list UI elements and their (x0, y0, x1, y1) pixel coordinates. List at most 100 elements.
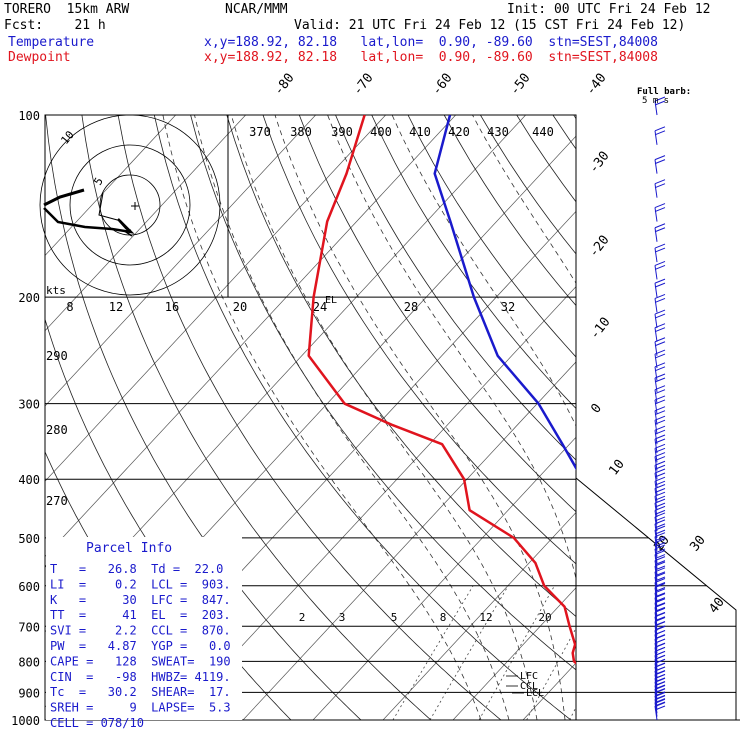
mixing-ratio-line (478, 585, 555, 720)
mixing-ratio-label: 8 (440, 611, 447, 624)
isotherm (45, 115, 176, 256)
legend-temperature: Temperature (8, 35, 95, 50)
wind-barb-flag (654, 159, 666, 165)
wind-barb-staff (654, 670, 658, 685)
wind-barb-flag (654, 377, 666, 383)
mixing-ratio-label: 5 (391, 611, 398, 624)
wind-barb (654, 243, 666, 263)
dry-adiabat (153, 115, 572, 720)
moist-adiabat (230, 115, 538, 720)
wind-barb-staff (654, 456, 658, 471)
parcel-row: SREH = 9 LAPSE= 5.3 (50, 701, 231, 715)
theta-label-top: 410 (409, 125, 431, 139)
wind-barb-flag (654, 227, 666, 233)
dry-adiabat (662, 115, 740, 733)
wind-barb (654, 203, 666, 222)
wind-barb-staff (654, 472, 658, 488)
wind-barb-staff (654, 592, 658, 607)
wind-barb-flag (654, 452, 666, 458)
wind-barb-staff (654, 571, 658, 586)
wind-barb-staff (654, 582, 658, 597)
isotherm (172, 286, 576, 720)
isotherm-label: 30 (687, 533, 708, 555)
grid-lines (44, 114, 740, 733)
clipped-grid (45, 115, 740, 733)
isotherm-label: 40 (706, 595, 727, 617)
moist-adiabat (162, 115, 482, 720)
wind-barb-flag (654, 247, 666, 253)
dry-adiabat (443, 115, 576, 307)
legend-dewpoint: Dewpoint (8, 50, 71, 65)
hodo-speed-label: 8 (66, 300, 73, 314)
pressure-label: 100 (18, 109, 40, 123)
wind-barb-staff (654, 638, 658, 654)
level-marker-el: EL (325, 295, 337, 306)
wind-barb-staff (654, 536, 658, 551)
dry-adiabat (734, 115, 740, 733)
wind-barb-staff (654, 399, 658, 415)
wind-barb-staff (654, 183, 658, 198)
wind-barb-staff (654, 354, 658, 369)
wind-barb-staff (654, 420, 658, 435)
isotherm-label: 10 (606, 457, 627, 479)
location-info-dewpoint: x,y=188.92, 82.18 lat,lon= 0.90, -89.60 … (204, 50, 658, 65)
wind-barb (654, 155, 666, 174)
wind-barb-staff (654, 496, 658, 511)
wind-barb-staff (654, 674, 658, 689)
wind-barb-staff (654, 597, 658, 612)
location-info-temperature: x,y=188.92, 82.18 lat,lon= 0.90, -89.60 … (204, 35, 658, 50)
wind-barb (654, 260, 666, 280)
wind-barb-staff (654, 647, 658, 662)
theta-label-top: 370 (249, 125, 271, 139)
hodo-ring-label: 10 (58, 128, 76, 147)
wind-barb (654, 96, 666, 116)
wind-barb-flag (654, 126, 666, 132)
wind-barb-flag (654, 389, 666, 395)
wind-barb-flag (654, 96, 666, 102)
center-title: NCAR/MMM (225, 2, 288, 17)
parcel-info-box: Parcel Info T = 26.8 Td = 22.0LI = 0.2 LC… (46, 537, 242, 730)
wind-barb-flag (654, 203, 666, 208)
isotherm-label: -20 (586, 233, 612, 261)
isotherm (593, 115, 740, 720)
isotherm (45, 115, 316, 407)
wind-barb-staff (654, 634, 658, 649)
parcel-row: CAPE = 128 SWEAT= 190 (50, 654, 231, 668)
mixing-ratio-label: 3 (339, 611, 346, 624)
wind-barb-staff (654, 678, 658, 693)
wind-barb-staff (654, 587, 658, 602)
mixing-ratio-line (392, 585, 474, 720)
wind-barb-staff (654, 283, 658, 298)
wind-barb-staff (654, 565, 658, 581)
wind-barb-flag (654, 468, 666, 474)
hodo-speed-label: 32 (501, 300, 515, 314)
wind-barb-staff (654, 503, 658, 518)
forecast-hour: Fcst: 21 h (4, 18, 106, 33)
hodo-trace-thin (98, 192, 132, 233)
wind-barb-staff (654, 465, 658, 480)
wind-barb-staff (654, 298, 658, 313)
wind-barb-staff (654, 389, 658, 404)
wind-barb-staff (654, 327, 658, 342)
pressure-label: 300 (18, 398, 40, 412)
theta-label-top: 400 (370, 125, 392, 139)
parcel-box-bg (46, 537, 242, 720)
wind-barb-flag (654, 313, 666, 319)
parcel-row: CELL = 078/10 (50, 716, 144, 730)
pressure-label: 1000 (11, 714, 40, 728)
dry-adiabat (190, 115, 576, 671)
hodo-ring (69, 144, 191, 266)
moist-adiabat (327, 115, 576, 581)
wind-barb-staff (654, 438, 658, 454)
parcel-row: PW = 4.87 YGP = 0.0 (50, 639, 231, 653)
level-marker-lfc: LFC (520, 671, 538, 682)
wind-barb-staff (654, 530, 658, 545)
full-barb-units: 5 m s (642, 96, 669, 106)
wind-barb-staff (654, 616, 658, 631)
parcel-row: SVI = 2.2 CCL = 870. (50, 624, 231, 638)
wind-barb-flag (654, 130, 666, 136)
pressure-label: 400 (18, 473, 40, 487)
mixing-ratio-label: 12 (479, 611, 492, 624)
wind-barb-flag (654, 100, 666, 106)
parcel-row: Tc = 30.2 SHEAR= 17. (50, 685, 231, 699)
